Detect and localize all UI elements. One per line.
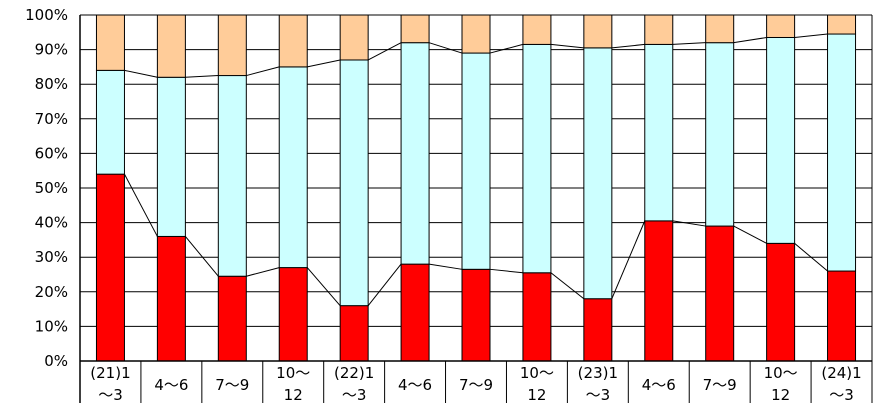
bars	[95, 14, 857, 362]
bar-segment-series-3	[461, 14, 491, 54]
series-line-2	[124, 33, 828, 78]
y-tick-label: 40%	[35, 214, 68, 232]
bar-segment-series-3	[339, 14, 369, 61]
bar-segment-series-1	[400, 263, 430, 362]
y-tick-label: 50%	[35, 179, 68, 197]
bar-segment-series-2	[766, 36, 796, 244]
bar-segment-series-3	[278, 14, 308, 68]
bar-segment-series-2	[339, 59, 369, 307]
y-tick-label: 0%	[44, 352, 68, 370]
bar-segment-series-2	[522, 43, 552, 274]
y-tick-label: 60%	[35, 144, 68, 162]
y-tick-label: 90%	[35, 41, 68, 59]
series-line-1	[124, 173, 828, 306]
bar-segment-series-2	[644, 43, 674, 222]
bar-segment-series-2	[827, 33, 857, 272]
x-category-label: 4〜6	[398, 376, 432, 394]
x-category-label: 7〜9	[703, 376, 737, 394]
bar-segment-series-2	[583, 47, 613, 300]
x-category-label: 10〜 12	[276, 364, 310, 403]
bar-segment-series-1	[583, 298, 613, 362]
bar-segment-series-1	[705, 225, 735, 362]
bar-segment-series-2	[278, 66, 308, 269]
y-tick-label: 30%	[35, 248, 68, 266]
x-axis-category-labels: (21)1 〜3 4〜6 7〜9 10〜 12 (22)1 〜3 4〜6 7〜9 10〜 12 (23)…	[90, 364, 861, 403]
y-tick-label: 100%	[25, 6, 68, 24]
y-axis-tick-labels: 0% 10% 20% 30% 40% 50% 60% 70% 80% 90% 100%	[25, 6, 68, 370]
bar-segment-series-3	[705, 14, 735, 44]
bar-segment-series-2	[400, 42, 430, 265]
bar-segment-series-3	[827, 14, 857, 35]
bar-segment-series-1	[278, 267, 308, 362]
bar-segment-series-2	[95, 69, 125, 175]
x-category-label: 7〜9	[459, 376, 493, 394]
x-category-label: 4〜6	[642, 376, 676, 394]
bar-segment-series-2	[217, 75, 247, 277]
bar-segment-series-3	[522, 14, 552, 45]
bar-segment-series-1	[217, 275, 247, 362]
bar-segment-series-3	[217, 14, 247, 77]
y-tick-label: 20%	[35, 283, 68, 301]
bar-segment-series-1	[827, 270, 857, 362]
bar-segment-series-3	[95, 14, 125, 71]
bar-segment-series-1	[461, 268, 491, 362]
bar-segment-series-1	[339, 305, 369, 362]
bar-segment-series-1	[644, 220, 674, 362]
bar-segment-series-3	[400, 14, 430, 44]
bar-segment-series-1	[95, 173, 125, 362]
bar-segment-series-2	[156, 76, 186, 237]
x-category-label: 4〜6	[154, 376, 188, 394]
bar-segment-series-3	[766, 14, 796, 38]
x-category-label: 10〜 12	[520, 364, 554, 403]
y-tick-label: 70%	[35, 110, 68, 128]
y-tick-label: 10%	[35, 317, 68, 335]
bar-segment-series-1	[766, 242, 796, 362]
bar-segment-series-1	[156, 235, 186, 362]
bar-segment-series-3	[583, 14, 613, 49]
bar-segment-series-3	[644, 14, 674, 45]
axes	[79, 15, 873, 403]
bar-segment-series-1	[522, 272, 552, 362]
bar-segment-series-2	[705, 42, 735, 227]
series-lines	[124, 33, 828, 306]
y-tick-label: 80%	[35, 75, 68, 93]
x-category-label: (24)1 〜3	[821, 364, 861, 403]
bar-segment-series-2	[461, 52, 491, 270]
x-category-label: (23)1 〜3	[578, 364, 618, 403]
x-category-label: (21)1 〜3	[90, 364, 130, 403]
x-category-label: 7〜9	[215, 376, 249, 394]
x-category-label: (22)1 〜3	[334, 364, 374, 403]
bar-segment-series-3	[156, 14, 186, 78]
x-category-label: 10〜 12	[764, 364, 798, 403]
